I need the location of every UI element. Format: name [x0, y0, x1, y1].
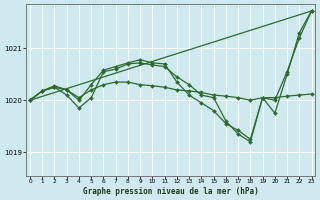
X-axis label: Graphe pression niveau de la mer (hPa): Graphe pression niveau de la mer (hPa): [83, 187, 259, 196]
